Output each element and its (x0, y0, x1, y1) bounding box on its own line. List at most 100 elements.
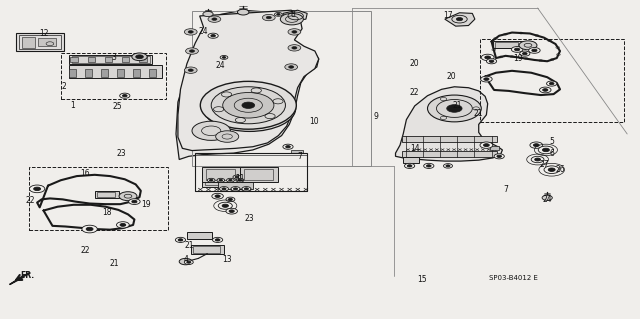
Circle shape (219, 179, 223, 181)
Circle shape (285, 64, 298, 70)
Circle shape (235, 176, 239, 178)
Circle shape (208, 16, 221, 22)
Circle shape (480, 142, 493, 148)
Text: FR.: FR. (20, 271, 35, 280)
Circle shape (233, 175, 241, 179)
Bar (101, 69, 108, 77)
Circle shape (484, 78, 489, 80)
Text: 5: 5 (549, 137, 554, 146)
Circle shape (262, 14, 275, 21)
Circle shape (275, 12, 282, 16)
Text: 20: 20 (446, 72, 456, 81)
Circle shape (242, 102, 255, 108)
Polygon shape (10, 277, 24, 285)
Circle shape (204, 85, 296, 131)
Text: 27: 27 (539, 160, 549, 169)
Circle shape (489, 60, 494, 63)
Circle shape (223, 93, 274, 118)
Circle shape (136, 55, 143, 59)
Text: SP03-B4012 E: SP03-B4012 E (489, 276, 538, 281)
Circle shape (428, 95, 481, 122)
Circle shape (222, 56, 226, 58)
Circle shape (226, 208, 237, 214)
Circle shape (236, 178, 244, 182)
Text: 16: 16 (80, 169, 90, 178)
Text: 22: 22 (81, 246, 90, 255)
Polygon shape (283, 10, 307, 21)
Bar (69, 55, 152, 64)
Circle shape (292, 47, 297, 49)
Text: 17: 17 (443, 11, 453, 20)
Circle shape (227, 178, 234, 182)
Circle shape (520, 51, 530, 56)
Circle shape (288, 29, 301, 35)
Text: 1: 1 (70, 101, 75, 110)
Circle shape (511, 47, 523, 52)
Circle shape (484, 144, 489, 146)
Bar (16, 33, 64, 51)
Circle shape (237, 9, 249, 15)
Circle shape (549, 82, 554, 85)
Bar (244, 169, 273, 180)
Circle shape (220, 56, 228, 59)
Text: 21: 21 (474, 109, 483, 118)
Circle shape (228, 179, 232, 181)
Bar (403, 157, 419, 163)
Text: 21: 21 (109, 259, 118, 268)
Circle shape (192, 121, 230, 140)
Text: 3: 3 (111, 53, 116, 62)
Circle shape (540, 87, 551, 93)
Circle shape (207, 178, 215, 182)
Circle shape (208, 33, 218, 38)
Bar (187, 232, 212, 239)
Bar (402, 151, 497, 157)
Circle shape (529, 48, 540, 53)
Circle shape (228, 198, 232, 200)
Bar (202, 172, 246, 187)
Circle shape (530, 142, 543, 148)
Circle shape (116, 222, 129, 228)
Circle shape (212, 237, 223, 242)
Circle shape (200, 81, 296, 129)
Circle shape (225, 96, 274, 121)
Circle shape (285, 145, 291, 148)
Circle shape (217, 178, 225, 182)
Circle shape (209, 179, 213, 181)
Circle shape (485, 56, 491, 59)
Circle shape (178, 239, 183, 241)
Circle shape (119, 192, 137, 201)
Bar (195, 155, 307, 191)
Circle shape (187, 261, 191, 263)
Circle shape (229, 210, 234, 212)
Circle shape (283, 144, 293, 149)
Circle shape (129, 199, 140, 204)
Text: 20: 20 (410, 59, 420, 68)
Bar (69, 69, 76, 77)
Circle shape (184, 29, 197, 35)
Circle shape (404, 163, 415, 168)
Circle shape (532, 49, 537, 52)
Polygon shape (176, 10, 319, 160)
Polygon shape (445, 13, 475, 26)
Bar (72, 56, 150, 63)
Bar (195, 153, 307, 191)
Circle shape (120, 223, 125, 226)
Circle shape (82, 225, 97, 233)
Circle shape (481, 54, 494, 61)
Circle shape (188, 69, 193, 71)
Bar (61, 53, 166, 99)
Circle shape (497, 155, 502, 158)
Text: 15: 15 (417, 275, 428, 284)
Text: 23: 23 (244, 214, 255, 223)
Text: 21: 21 (184, 241, 193, 250)
Text: 7: 7 (297, 152, 302, 161)
Text: 24: 24 (542, 195, 552, 204)
Circle shape (242, 187, 251, 191)
Text: 11: 11 (236, 174, 244, 183)
Circle shape (220, 187, 228, 191)
Circle shape (535, 158, 540, 161)
Polygon shape (178, 10, 319, 151)
Bar (85, 69, 92, 77)
Text: 18: 18 (102, 208, 111, 217)
Bar (149, 69, 156, 77)
